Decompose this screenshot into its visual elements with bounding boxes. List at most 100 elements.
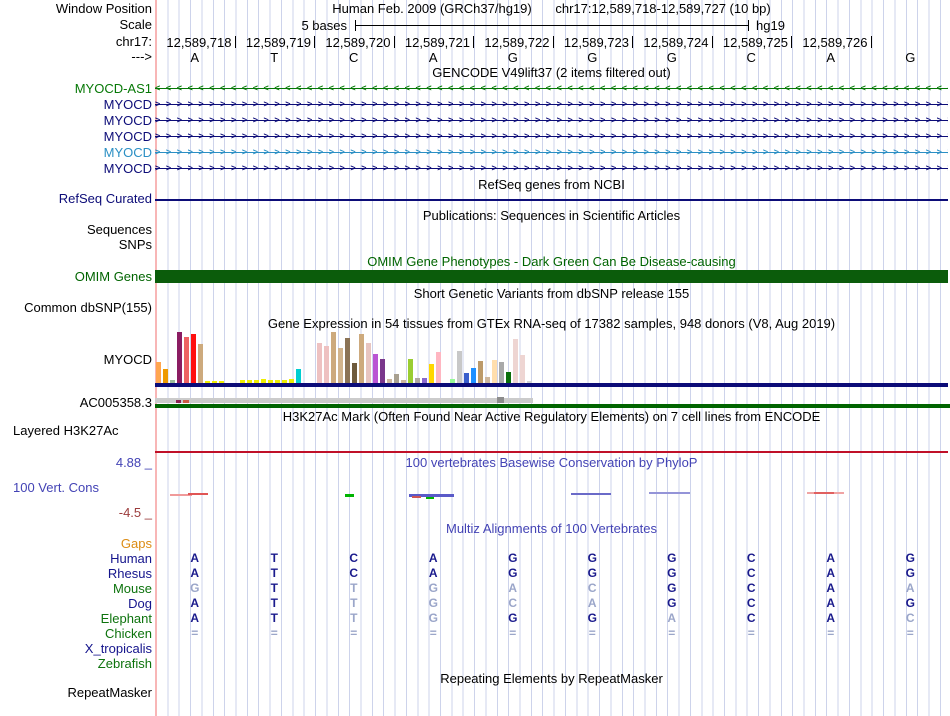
snps-label[interactable]: SNPs bbox=[118, 237, 152, 252]
gtex-tissue-bar[interactable] bbox=[184, 337, 189, 383]
gtex-tissue-bar[interactable] bbox=[240, 380, 245, 383]
gtex-tissue-bar[interactable] bbox=[436, 352, 441, 383]
omim-genes-label[interactable]: OMIM Genes bbox=[74, 269, 152, 284]
gtex-tissue-bar[interactable] bbox=[492, 360, 497, 383]
gtex-tissue-bar[interactable] bbox=[170, 380, 175, 383]
phylop-mark[interactable] bbox=[170, 494, 192, 496]
gtex-tissue-bar[interactable] bbox=[268, 380, 273, 383]
ac005358-feature[interactable] bbox=[155, 404, 950, 408]
gtex-tissue-bar[interactable] bbox=[212, 381, 217, 383]
phylop-mark[interactable] bbox=[345, 494, 354, 497]
gtex-tissue-bar[interactable] bbox=[478, 361, 483, 383]
transcript-label[interactable]: MYOCD bbox=[103, 161, 152, 176]
phylop-mark[interactable] bbox=[814, 492, 834, 494]
gtex-tissue-bar[interactable] bbox=[457, 351, 462, 383]
phylop-label[interactable]: 100 Vert. Cons bbox=[13, 480, 99, 495]
gtex-tissue-bar[interactable] bbox=[296, 369, 301, 383]
refseq-curated-label[interactable]: RefSeq Curated bbox=[58, 191, 152, 206]
transcript-label[interactable]: MYOCD bbox=[103, 129, 152, 144]
ac005358-label[interactable]: AC005358.3 bbox=[79, 395, 152, 410]
phylop-mark[interactable] bbox=[409, 494, 454, 497]
transcript-strand-arrows[interactable]: >>>>>>>>>>>>>>>>>>>>>>>>>>>>>>>>>>>>>>>>… bbox=[155, 163, 948, 173]
dbsnp-label[interactable]: Common dbSNP(155) bbox=[24, 300, 152, 315]
transcript-line[interactable] bbox=[155, 104, 948, 105]
gtex-tissue-bar[interactable] bbox=[506, 372, 511, 383]
phylop-mark[interactable] bbox=[412, 496, 421, 498]
transcript-line[interactable] bbox=[155, 152, 948, 153]
gtex-tissue-bar[interactable] bbox=[219, 381, 224, 383]
gtex-tissue-bar[interactable] bbox=[373, 354, 378, 383]
gtex-gene-model-line[interactable] bbox=[155, 383, 948, 387]
gtex-tissue-bar[interactable] bbox=[401, 380, 406, 383]
gtex-tissue-bar[interactable] bbox=[247, 380, 252, 383]
transcript-line[interactable] bbox=[155, 120, 948, 121]
phylop-track-title[interactable]: 100 vertebrates Basewise Conservation by… bbox=[405, 455, 698, 470]
publications-track-title[interactable]: Publications: Sequences in Scientific Ar… bbox=[422, 208, 681, 223]
species-label[interactable]: Rhesus bbox=[107, 566, 152, 581]
gtex-tissue-bar[interactable] bbox=[380, 359, 385, 383]
gtex-gene-label[interactable]: MYOCD bbox=[103, 352, 152, 367]
species-label[interactable]: Chicken bbox=[105, 626, 152, 641]
transcript-strand-arrows[interactable]: >>>>>>>>>>>>>>>>>>>>>>>>>>>>>>>>>>>>>>>>… bbox=[155, 147, 948, 157]
gtex-tissue-bar[interactable] bbox=[163, 369, 168, 383]
refseq-track-title[interactable]: RefSeq genes from NCBI bbox=[478, 177, 625, 192]
phylop-mark[interactable] bbox=[426, 497, 434, 499]
transcript-strand-arrows[interactable]: >>>>>>>>>>>>>>>>>>>>>>>>>>>>>>>>>>>>>>>>… bbox=[155, 99, 948, 109]
species-label[interactable]: Gaps bbox=[120, 536, 152, 551]
gtex-tissue-bar[interactable] bbox=[261, 379, 266, 383]
sequences-label[interactable]: Sequences bbox=[86, 222, 152, 237]
transcript-label[interactable]: MYOCD bbox=[103, 97, 152, 112]
gtex-tissue-bar[interactable] bbox=[198, 344, 203, 383]
gencode-track-title[interactable]: GENCODE V49lift37 (2 items filtered out) bbox=[432, 65, 671, 80]
gtex-tissue-bar[interactable] bbox=[352, 363, 357, 383]
gtex-tissue-bar[interactable] bbox=[485, 377, 490, 383]
gtex-tissue-bar[interactable] bbox=[415, 378, 420, 383]
gtex-tissue-bar[interactable] bbox=[387, 379, 392, 383]
species-label[interactable]: Dog bbox=[128, 596, 152, 611]
h3k27ac-baseline[interactable] bbox=[155, 451, 948, 453]
gtex-tissue-bar[interactable] bbox=[366, 343, 371, 383]
species-label[interactable]: X_tropicalis bbox=[84, 641, 152, 656]
transcript-label[interactable]: MYOCD bbox=[103, 113, 152, 128]
gtex-tissue-bar[interactable] bbox=[289, 379, 294, 383]
ac005358-feature[interactable] bbox=[176, 400, 181, 403]
h3k27ac-track-title[interactable]: H3K27Ac Mark (Often Found Near Active Re… bbox=[282, 409, 821, 424]
gtex-track-title[interactable]: Gene Expression in 54 tissues from GTEx … bbox=[267, 316, 836, 331]
gtex-tissue-bar[interactable] bbox=[513, 339, 518, 383]
phylop-mark[interactable] bbox=[188, 493, 208, 495]
h3k27ac-label[interactable]: Layered H3K27Ac bbox=[13, 423, 119, 438]
refseq-curated-item[interactable] bbox=[155, 199, 948, 201]
gtex-tissue-bar[interactable] bbox=[408, 359, 413, 383]
multiz-track-title[interactable]: Multiz Alignments of 100 Vertebrates bbox=[445, 521, 657, 536]
gtex-tissue-bar[interactable] bbox=[394, 374, 399, 383]
gtex-tissue-bar[interactable] bbox=[338, 348, 343, 383]
transcript-label[interactable]: MYOCD bbox=[103, 145, 152, 160]
transcript-strand-arrows[interactable]: <<<<<<<<<<<<<<<<<<<<<<<<<<<<<<<<<<<<<<<<… bbox=[155, 83, 948, 93]
transcript-line[interactable] bbox=[155, 88, 948, 89]
gtex-tissue-bar[interactable] bbox=[275, 380, 280, 383]
ac005358-feature[interactable] bbox=[155, 398, 533, 403]
gtex-tissue-bar[interactable] bbox=[324, 346, 329, 383]
ac005358-feature[interactable] bbox=[183, 400, 189, 403]
ac005358-feature[interactable] bbox=[497, 397, 504, 403]
gtex-tissue-bar[interactable] bbox=[450, 379, 455, 383]
gtex-tissue-bar[interactable] bbox=[520, 355, 525, 383]
phylop-mark[interactable] bbox=[649, 492, 690, 494]
species-label[interactable]: Mouse bbox=[112, 581, 152, 596]
gtex-tissue-bar[interactable] bbox=[359, 334, 364, 383]
transcript-line[interactable] bbox=[155, 136, 948, 137]
gtex-tissue-bar[interactable] bbox=[177, 332, 182, 383]
dbsnp-track-title[interactable]: Short Genetic Variants from dbSNP releas… bbox=[413, 286, 690, 301]
gtex-tissue-bar[interactable] bbox=[499, 362, 504, 383]
repeatmasker-track-title[interactable]: Repeating Elements by RepeatMasker bbox=[440, 671, 663, 686]
gtex-tissue-bar[interactable] bbox=[317, 343, 322, 383]
gtex-tissue-bar[interactable] bbox=[282, 380, 287, 383]
transcript-line[interactable] bbox=[155, 168, 948, 169]
gtex-tissue-bar[interactable] bbox=[331, 332, 336, 383]
species-label[interactable]: Human bbox=[110, 551, 152, 566]
gtex-tissue-bar[interactable] bbox=[254, 380, 259, 383]
gtex-tissue-bar[interactable] bbox=[191, 334, 196, 383]
gtex-tissue-bar[interactable] bbox=[464, 373, 469, 383]
gtex-tissue-bar[interactable] bbox=[429, 364, 434, 383]
transcript-label[interactable]: MYOCD-AS1 bbox=[74, 81, 152, 96]
